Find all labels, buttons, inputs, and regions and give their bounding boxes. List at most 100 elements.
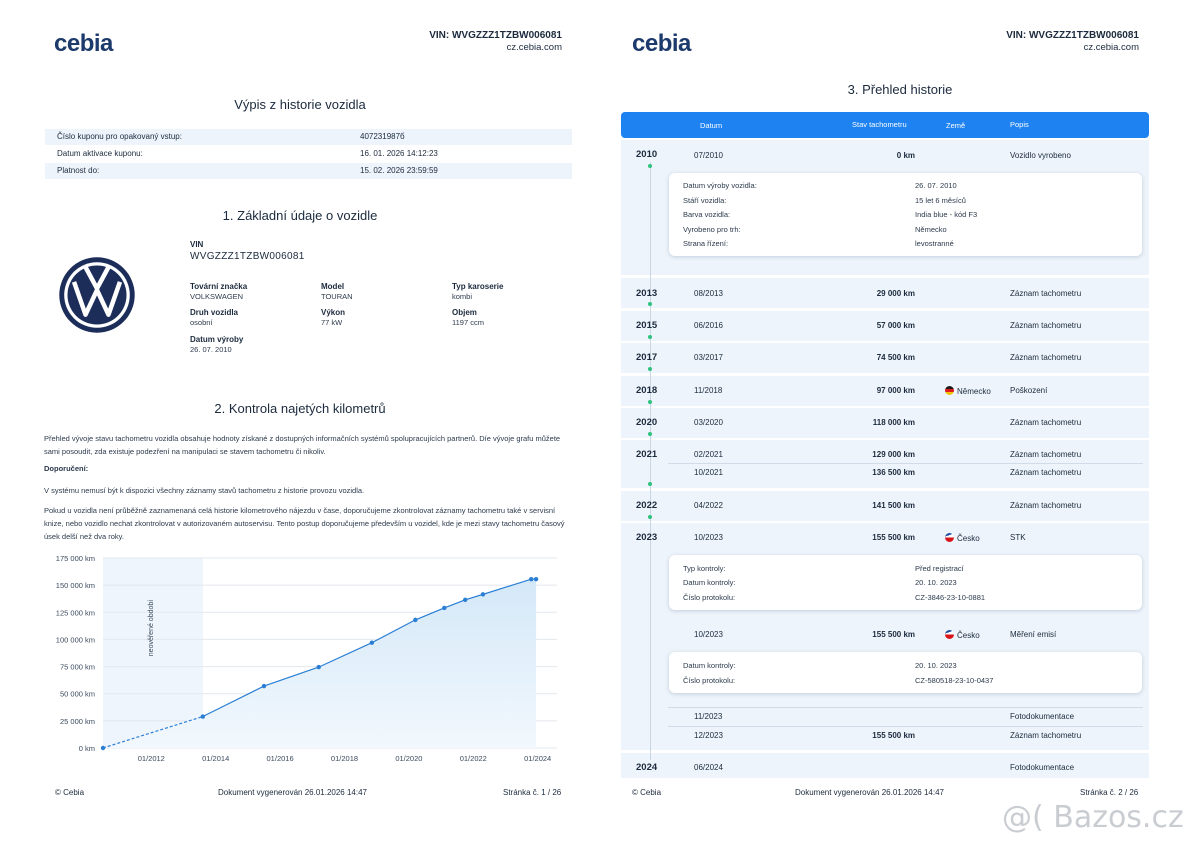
field-label: Objem xyxy=(452,308,477,317)
timeline-dot xyxy=(648,164,652,168)
row-desc: Záznam tachometru xyxy=(1010,289,1082,298)
year-label: 2022 xyxy=(636,500,658,511)
series-line xyxy=(202,578,537,718)
year-label: 2024 xyxy=(636,762,658,773)
row-desc: Záznam tachometru xyxy=(1010,450,1082,459)
data-point xyxy=(529,576,534,582)
footer-page-number: Stránka č. 1 / 26 xyxy=(503,788,562,797)
year-band-2024 xyxy=(621,753,1149,778)
field-value: kombi xyxy=(452,292,473,301)
data-point xyxy=(533,576,539,582)
country-name: Německo xyxy=(957,387,991,396)
year-band-2013 xyxy=(621,278,1149,308)
site-link[interactable]: cz.cebia.com xyxy=(1083,42,1139,53)
row-km: 29 000 km xyxy=(876,289,915,298)
detail-card-inspection: Typ kontroly: Před registrací Datum kont… xyxy=(669,555,1142,610)
timeline-dot xyxy=(648,400,652,404)
vin-field: VIN WVGZZZ1TZBW006081 xyxy=(190,240,305,262)
recommendation-text: V systému nemusí být k dispozici všechny… xyxy=(44,486,365,495)
footer-copyright: © Cebia xyxy=(632,788,662,797)
coupon-label: Datum aktivace kuponu: xyxy=(57,149,143,158)
field-brand: Tovární značka VOLKSWAGEN xyxy=(190,282,247,302)
y-tick-label: 125 000 km xyxy=(56,608,95,617)
year-label: 2020 xyxy=(636,417,658,428)
row-date: 08/2013 xyxy=(694,289,723,298)
card-key: Číslo protokolu: xyxy=(683,593,736,602)
year-label: 2023 xyxy=(636,532,658,543)
card-key: Číslo protokolu: xyxy=(683,676,736,685)
row-desc: Fotodokumentace xyxy=(1010,763,1075,772)
year-band-2018 xyxy=(621,376,1149,406)
data-point xyxy=(316,664,321,670)
footer-generated: Dokument vygenerován 26.01.2026 14:47 xyxy=(218,788,367,797)
card-value: 20. 10. 2023 xyxy=(915,661,957,670)
field-label: Tovární značka xyxy=(190,282,248,291)
field-production-date: Datum výroby 26. 07. 2010 xyxy=(190,335,243,355)
y-tick-label: 25 000 km xyxy=(60,717,95,726)
row-date: 03/2017 xyxy=(694,353,723,362)
page-title: Výpis z historie vozidla xyxy=(234,97,366,112)
card-key: Datum výroby vozidla: xyxy=(683,181,757,190)
card-key: Stáří vozidla: xyxy=(683,196,727,205)
row-divider xyxy=(668,707,1143,708)
year-band-2015 xyxy=(621,311,1149,341)
year-band-2017 xyxy=(621,343,1149,373)
row-country: Česko xyxy=(945,630,980,640)
coupon-value: 15. 02. 2026 23:59:59 xyxy=(360,166,438,175)
row-divider xyxy=(668,463,1143,464)
recommendation-heading: Doporučení: xyxy=(44,464,89,473)
year-label: 2015 xyxy=(636,320,658,331)
year-label: 2018 xyxy=(636,385,658,396)
field-label: Druh vozidla xyxy=(190,308,239,317)
row-desc: Záznam tachometru xyxy=(1010,731,1082,740)
site-link[interactable]: cz.cebia.com xyxy=(506,42,562,53)
y-tick-label: 75 000 km xyxy=(60,663,95,672)
report-page-1: cebia VIN: WVGZZZ1TZBW006081 cz.cebia.co… xyxy=(44,30,572,797)
card-key: Datum kontroly: xyxy=(683,661,736,670)
field-value: 26. 07. 2010 xyxy=(190,345,232,354)
row-km: 118 000 km xyxy=(872,418,915,427)
country-name: Česko xyxy=(957,534,980,543)
x-tick-label: 01/2012 xyxy=(138,754,165,763)
row-divider xyxy=(668,726,1143,727)
field-label: Výkon xyxy=(321,308,346,317)
y-tick-label: 50 000 km xyxy=(60,690,95,699)
x-tick-label: 01/2022 xyxy=(460,754,487,763)
cebia-logo: cebia xyxy=(54,30,113,57)
row-km: 0 km xyxy=(896,151,915,160)
vin-value: WVGZZZ1TZBW006081 xyxy=(190,251,305,262)
row-km: 57 000 km xyxy=(876,321,915,330)
row-date: 10/2023 xyxy=(694,533,723,542)
year-label: 2010 xyxy=(636,149,658,160)
czech-flag-icon xyxy=(945,533,954,542)
card-value: 20. 10. 2023 xyxy=(915,578,957,587)
coupon-value: 16. 01. 2026 14:12:23 xyxy=(360,149,438,158)
row-desc: Záznam tachometru xyxy=(1010,468,1082,477)
y-tick-label: 175 000 km xyxy=(56,554,95,563)
vin-header-text: VIN: WVGZZZ1TZBW006081 xyxy=(429,30,562,41)
y-tick-label: 100 000 km xyxy=(56,635,95,644)
x-tick-label: 01/2018 xyxy=(331,754,358,763)
row-desc: Vozidlo vyrobeno xyxy=(1010,151,1071,160)
row-desc: Fotodokumentace xyxy=(1010,712,1075,721)
timeline-dot xyxy=(648,432,652,436)
col-country: Země xyxy=(946,121,966,130)
card-value: CZ-3846-23-10-0881 xyxy=(915,593,986,602)
row-desc: Záznam tachometru xyxy=(1010,321,1082,330)
vw-logo-icon xyxy=(59,257,135,333)
coupon-row: Platnost do: 15. 02. 2026 23:59:59 xyxy=(45,163,572,179)
card-value: levostranné xyxy=(915,239,954,248)
field-vehicle-kind: Druh vozidla osobní xyxy=(190,308,238,328)
detail-card-production: Datum výroby vozidla: 26. 07. 2010 Stáří… xyxy=(669,173,1142,256)
data-point xyxy=(442,605,447,611)
coupon-value: 407231987б xyxy=(360,132,405,141)
vin-label: VIN xyxy=(190,240,204,249)
row-date: 03/2020 xyxy=(694,418,723,427)
row-km: 74 500 km xyxy=(876,353,915,362)
row-country: Německo xyxy=(945,386,991,396)
data-point xyxy=(200,714,206,719)
card-value: 26. 07. 2010 xyxy=(915,181,957,190)
coupon-label: Číslo kuponu pro opakovaný vstup: xyxy=(57,132,182,141)
unverified-line xyxy=(102,715,203,749)
bazos-watermark: @( Bazos.cz xyxy=(1002,800,1184,835)
